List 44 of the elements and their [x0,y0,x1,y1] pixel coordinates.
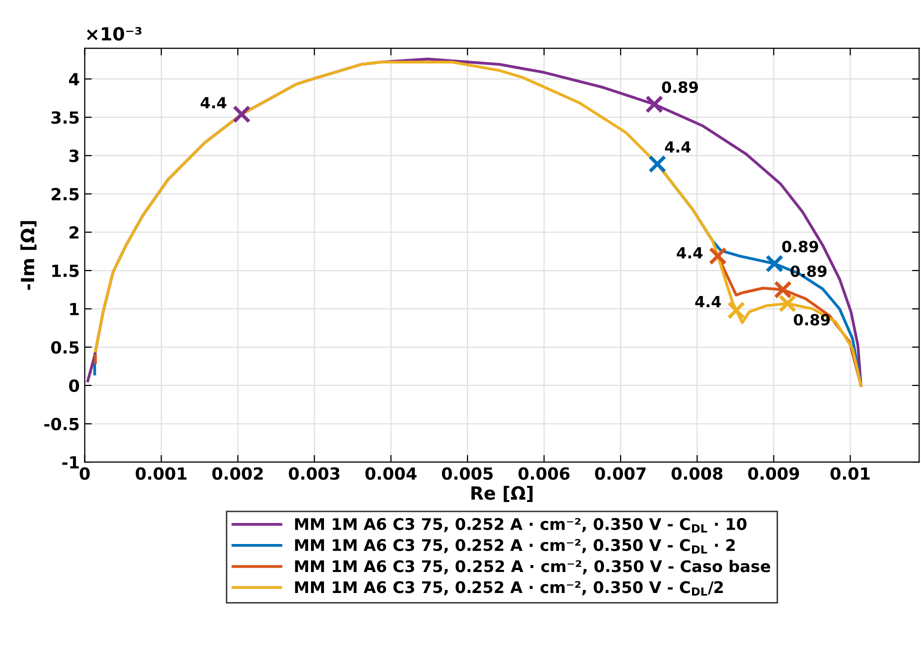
point [774,280,792,299]
legend-label: MM 1M A6 C3 75, 0.252 A · cm⁻², 0.350 V - Caso base [295,560,770,574]
point [645,95,664,114]
point [708,246,727,265]
y-tick-label: 2 [70,226,78,239]
y-tick-label: -1 [62,456,79,468]
x-tick-label: 0.007 [595,467,646,480]
text: ×10⁻³ [86,27,142,41]
y-axis-title: -Im [Ω] [20,221,36,290]
y-tick-label: 1.5 [52,264,79,278]
annotation: 0.89 [662,81,698,93]
x-tick-label: 0.003 [288,467,340,480]
y-tick-label: 3.5 [51,111,79,124]
y-tick-label: 0 [69,379,80,392]
y-tick-label: 2.5 [52,188,79,200]
point [727,301,746,320]
y-tick-label: 4 [69,73,80,86]
x-tick-label: 0.004 [365,467,417,480]
annotation: 4.4 [200,97,226,108]
x-tick-label: 0.006 [518,467,570,480]
x-tick-label: 0.002 [212,467,263,480]
legend-label: MM 1M A6 C3 75, 0.252 A · cm⁻², 0.350 V - C$_{DL}$/2 [295,581,723,596]
point [232,105,251,124]
x-tick-label: 0.01 [830,467,870,480]
x-tick-label: 0.008 [672,467,722,480]
x-tick-label: 0.001 [136,467,186,480]
x-tick-label: 0 [80,467,90,480]
y-tick-label: 1 [70,303,79,316]
legend-label: MM 1M A6 C3 75, 0.252 A · cm⁻², 0.350 V - C$_{DL}$ · 2 [295,539,735,554]
annotation: 4.4 [664,141,691,153]
y-tick-label: -0.5 [44,418,79,430]
point [778,294,797,312]
annotation: 4.4 [676,247,703,258]
annotation: 0.89 [782,240,818,252]
annotation: 0.89 [794,314,830,326]
annotation: 4.4 [695,296,721,308]
point [648,155,666,174]
x-axis-title: Re [Ω] [471,486,533,502]
point [765,254,784,273]
legend-label: MM 1M A6 C3 75, 0.252 A · cm⁻², 0.350 V - C$_{DL}$ · 10 [295,518,746,532]
x-tick-label: 0.005 [442,467,493,480]
y-tick-label: 3 [69,150,79,162]
x-tick-label: 0.009 [748,467,799,480]
y-tick-label: 0.5 [51,341,79,354]
